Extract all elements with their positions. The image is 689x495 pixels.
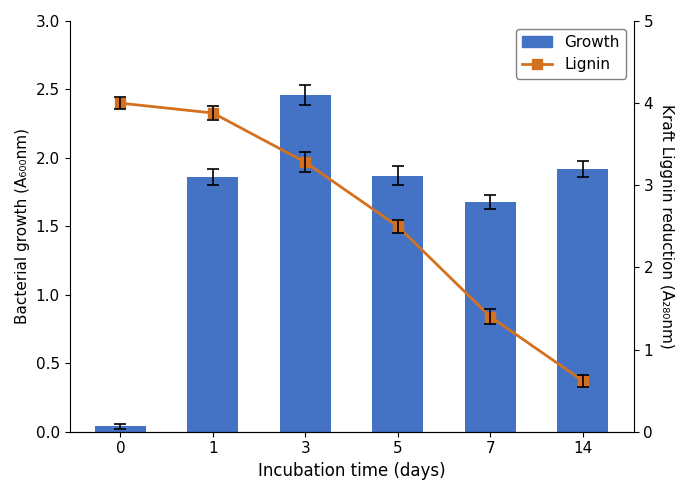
- Bar: [557, 169, 608, 432]
- Bar: [187, 177, 238, 432]
- X-axis label: Incubation time (days): Incubation time (days): [258, 462, 445, 480]
- Lignin: [116, 100, 125, 106]
- Bar: [280, 95, 331, 432]
- Lignin: [209, 110, 217, 116]
- Y-axis label: Kraft Liggnin reduction (A₂₈₀nm): Kraft Liggnin reduction (A₂₈₀nm): [659, 104, 674, 349]
- Legend: Growth, Lignin: Growth, Lignin: [515, 29, 626, 79]
- Y-axis label: Bacterial growth (A₆₀₀nm): Bacterial growth (A₆₀₀nm): [15, 128, 30, 324]
- Line: Lignin: Lignin: [116, 99, 588, 386]
- Bar: [95, 426, 146, 432]
- Bar: [373, 176, 423, 432]
- Bar: [465, 202, 516, 432]
- Lignin: [393, 223, 402, 229]
- Lignin: [301, 159, 309, 165]
- Lignin: [579, 378, 587, 384]
- Lignin: [486, 314, 495, 320]
